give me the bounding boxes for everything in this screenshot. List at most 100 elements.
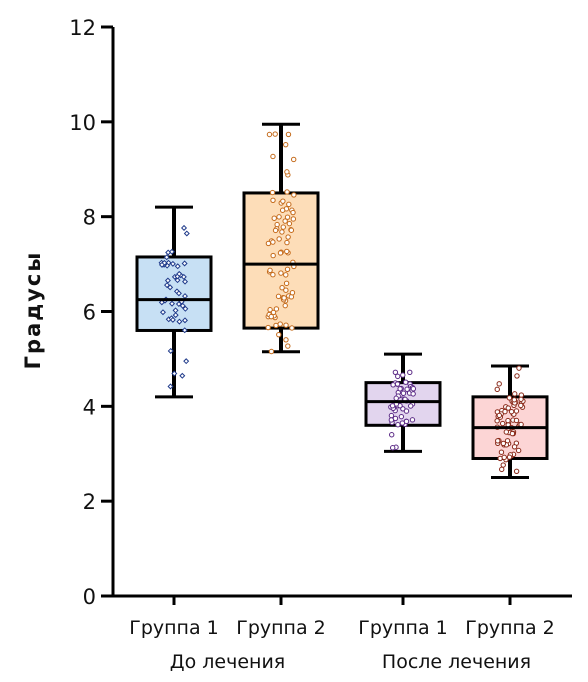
data-point [398, 413, 405, 420]
data-point [280, 224, 286, 230]
data-point [410, 386, 417, 392]
data-point [267, 307, 273, 313]
data-point [496, 381, 502, 387]
data-point [499, 466, 505, 473]
data-point [499, 420, 506, 427]
data-point [410, 391, 416, 397]
data-point [403, 408, 410, 414]
data-point [279, 207, 286, 213]
data-point [291, 192, 297, 198]
data-point [283, 322, 289, 328]
data-point [271, 215, 277, 221]
data-point [511, 397, 518, 403]
data-point [174, 277, 181, 284]
data-point [513, 417, 520, 424]
data-point [503, 429, 510, 435]
data-point [175, 301, 182, 308]
data-point [279, 229, 285, 235]
category-label: Группа 1 [358, 617, 448, 639]
y-tick-label: 4 [83, 395, 96, 419]
data-point [270, 309, 277, 316]
data-point [284, 214, 291, 220]
data-point [270, 153, 276, 160]
data-point [175, 290, 182, 297]
data-point [183, 230, 190, 237]
data-point [518, 396, 524, 402]
data-point [276, 331, 282, 338]
data-point [392, 369, 399, 376]
data-point [168, 248, 175, 255]
data-point [402, 379, 409, 385]
group-label: После лечения [382, 651, 531, 673]
y-axis-label-group: Градусы [21, 251, 45, 370]
data-point [505, 405, 512, 411]
y-tick-label: 0 [83, 585, 96, 609]
data-point [284, 266, 291, 273]
data-point [270, 272, 276, 278]
data-point [290, 209, 296, 216]
boxes [135, 122, 549, 479]
data-point [265, 324, 271, 331]
box-group [135, 205, 213, 399]
data-point [285, 131, 292, 138]
data-point [400, 372, 406, 378]
data-point [395, 373, 401, 380]
data-point [393, 395, 399, 401]
data-point [286, 201, 292, 208]
data-point [284, 189, 290, 195]
data-point [181, 260, 188, 267]
data-point [288, 227, 295, 233]
data-point [167, 383, 174, 390]
y-tick-label: 2 [83, 490, 96, 514]
data-point [265, 240, 272, 247]
data-point [509, 430, 516, 437]
data-point [266, 131, 273, 138]
data-point [283, 141, 289, 148]
data-point [169, 300, 176, 307]
group-label: До лечения [170, 651, 285, 673]
data-point [511, 444, 518, 450]
data-point [268, 348, 275, 355]
data-point [268, 313, 274, 320]
data-point [388, 412, 395, 419]
data-point [169, 260, 176, 267]
data-point [394, 381, 401, 387]
data-point [277, 250, 284, 256]
data-point [270, 252, 276, 259]
data-point [403, 418, 410, 425]
data-point [284, 239, 290, 246]
data-point [389, 445, 396, 451]
data-point [281, 295, 287, 301]
data-point [267, 267, 273, 274]
data-point [270, 239, 276, 245]
data-point [496, 412, 503, 419]
data-point [270, 197, 276, 203]
data-point [409, 417, 416, 423]
data-point [167, 347, 174, 354]
data-point [169, 316, 176, 323]
data-point [284, 248, 290, 255]
data-point [283, 280, 290, 287]
data-point [505, 417, 511, 424]
data-point [273, 306, 280, 312]
data-point [516, 365, 522, 371]
data-point [404, 386, 410, 392]
data-point [183, 358, 190, 365]
data-point [179, 372, 186, 379]
data-point [181, 224, 188, 231]
data-point [176, 318, 183, 325]
data-point [180, 273, 187, 280]
data-point [283, 287, 289, 293]
data-point [513, 408, 520, 414]
data-point [269, 189, 276, 196]
data-point [164, 277, 171, 284]
data-point [277, 321, 283, 327]
data-point [389, 432, 395, 438]
data-point [390, 382, 396, 388]
data-point [159, 309, 166, 316]
data-point [171, 370, 178, 377]
data-point [501, 454, 507, 461]
data-point [181, 327, 188, 334]
data-point [172, 312, 179, 319]
